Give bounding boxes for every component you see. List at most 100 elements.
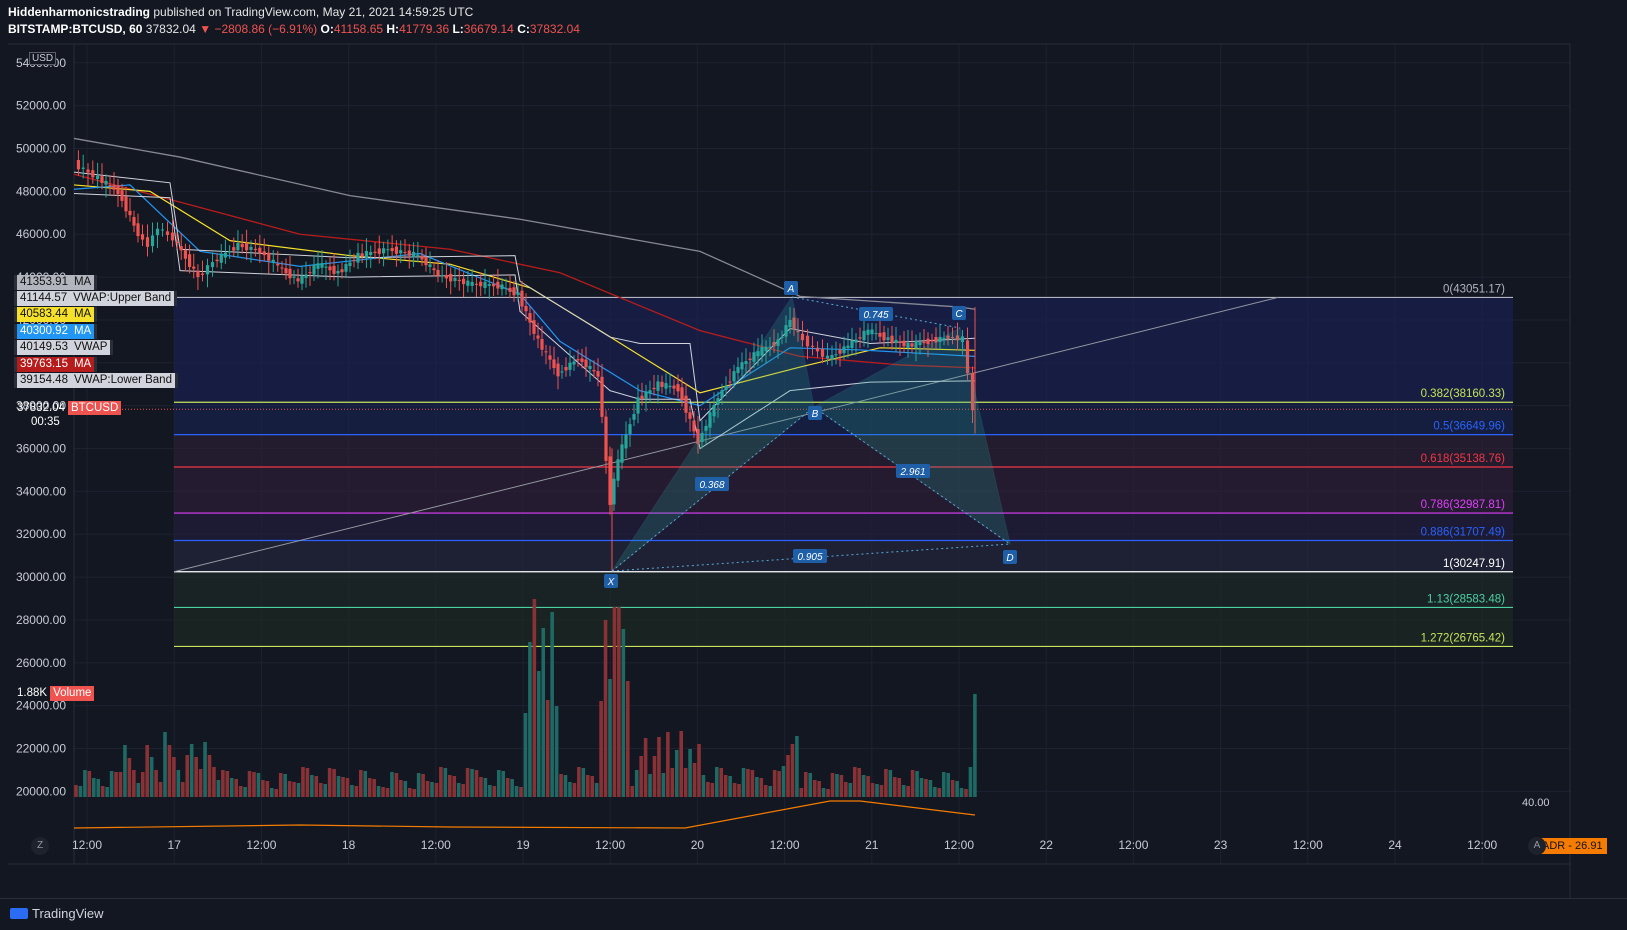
symbol[interactable]: BITSTAMP:BTCUSD, 60 (8, 22, 143, 36)
candle-body (772, 342, 776, 347)
volume-bar (955, 781, 959, 797)
volume-bar (123, 745, 127, 797)
fib-trend-line (173, 296, 1279, 573)
candle-body (815, 347, 820, 352)
candle-body (560, 371, 564, 373)
tradingview-logo[interactable]: TradingView (10, 906, 104, 921)
volume-bar (537, 671, 541, 797)
candle-body (284, 268, 288, 274)
low-label: L: (452, 22, 464, 36)
volume-bar (136, 783, 141, 797)
volume-bar (545, 700, 550, 797)
candle-body (500, 284, 504, 290)
volume-bar (661, 773, 666, 797)
candle-body (732, 371, 736, 382)
low-value: 36679.14 (463, 22, 514, 36)
candle-body (604, 416, 608, 461)
candle-body (556, 363, 560, 377)
candle-body (403, 251, 407, 253)
volume-bar (470, 769, 474, 797)
auto-scale-button[interactable]: A (1528, 837, 1546, 855)
harmonic-pattern[interactable]: X A B C D 0.368 0.745 2.961 0.905 (604, 281, 1017, 588)
candle-body (628, 424, 632, 435)
candle-body (934, 336, 938, 343)
candle-body (704, 425, 708, 431)
volume-bar (875, 784, 879, 797)
volume-bar (608, 679, 612, 797)
candle-body (862, 330, 866, 341)
candle-body (568, 362, 572, 370)
candle-body (196, 270, 200, 278)
candle-body (175, 242, 179, 244)
author-name[interactable]: Hiddenharmonicstrading (8, 5, 151, 19)
time-tick-label: 12:00 (72, 838, 102, 852)
volume-bar (198, 769, 203, 797)
vwap-lower-line (73, 193, 976, 450)
volume-bar (510, 779, 514, 797)
volume-bar (786, 755, 790, 797)
price-tick-label: 38000.00 (16, 399, 66, 413)
volume-bar (621, 629, 626, 797)
ma-gray-line (73, 137, 976, 310)
time-tick-label: 12:00 (770, 838, 800, 852)
volume-bar (87, 771, 92, 797)
time-axis[interactable]: 12:00 17 12:00 18 12:00 19 12:00 20 12:00 21 12:00… (72, 838, 1498, 852)
candle-body (479, 281, 483, 287)
volume-bar (626, 681, 630, 797)
volume-bar (728, 776, 732, 797)
volume-bar (456, 783, 461, 797)
volume-bar (594, 783, 599, 797)
candle-body (474, 283, 479, 285)
candle-body (416, 254, 420, 256)
volume-bar (808, 773, 813, 797)
volume-bar (772, 770, 777, 797)
candle-body (271, 259, 275, 263)
auto-scale-z-button[interactable]: Z (31, 837, 49, 855)
volume-bar (630, 786, 635, 797)
candle-body (292, 276, 296, 278)
volume-bar (763, 785, 768, 797)
volume-bar (634, 770, 639, 797)
candle-body (640, 395, 644, 400)
candle-body (512, 287, 516, 296)
volume-bar (888, 770, 893, 797)
volume-bar (554, 706, 559, 797)
candle-body (592, 369, 596, 372)
candle-body (136, 223, 140, 237)
legend-label: MA (70, 324, 95, 339)
candle-body (616, 459, 620, 481)
candle-body (466, 280, 470, 286)
candle-body (407, 250, 411, 256)
candle-body (145, 237, 150, 247)
fib-label: 1(30247.91) (1443, 558, 1505, 570)
currency-label[interactable]: USD (29, 52, 57, 65)
volume-bar (118, 772, 123, 797)
candle-body (846, 345, 850, 349)
candle-body (810, 345, 815, 347)
volume-bar (194, 757, 198, 797)
volume-bar (968, 767, 973, 797)
legend-tag: 41353.91 MA (14, 275, 98, 290)
volume-bar (768, 786, 772, 797)
legend-tag: 40300.92 MA (14, 324, 98, 339)
time-tick-label: 12:00 (944, 838, 974, 852)
candle-body (680, 387, 684, 401)
volume-bar (648, 774, 652, 797)
volume-bar (479, 777, 483, 797)
candle-body (858, 337, 862, 339)
candle-body (918, 342, 922, 346)
volume-bar (915, 771, 919, 797)
volume-bar (959, 788, 964, 797)
candle-body (540, 339, 544, 350)
volume-bar (568, 782, 572, 797)
volume-bar (488, 785, 492, 797)
candle-body (316, 263, 320, 269)
legend-value: 39154.48 (17, 373, 71, 388)
volume-bar (643, 738, 648, 797)
volume-bar (666, 732, 670, 797)
candle-body (955, 335, 960, 341)
volume-bar (367, 778, 372, 797)
candle-body (496, 281, 500, 289)
volume-bar (572, 783, 577, 797)
